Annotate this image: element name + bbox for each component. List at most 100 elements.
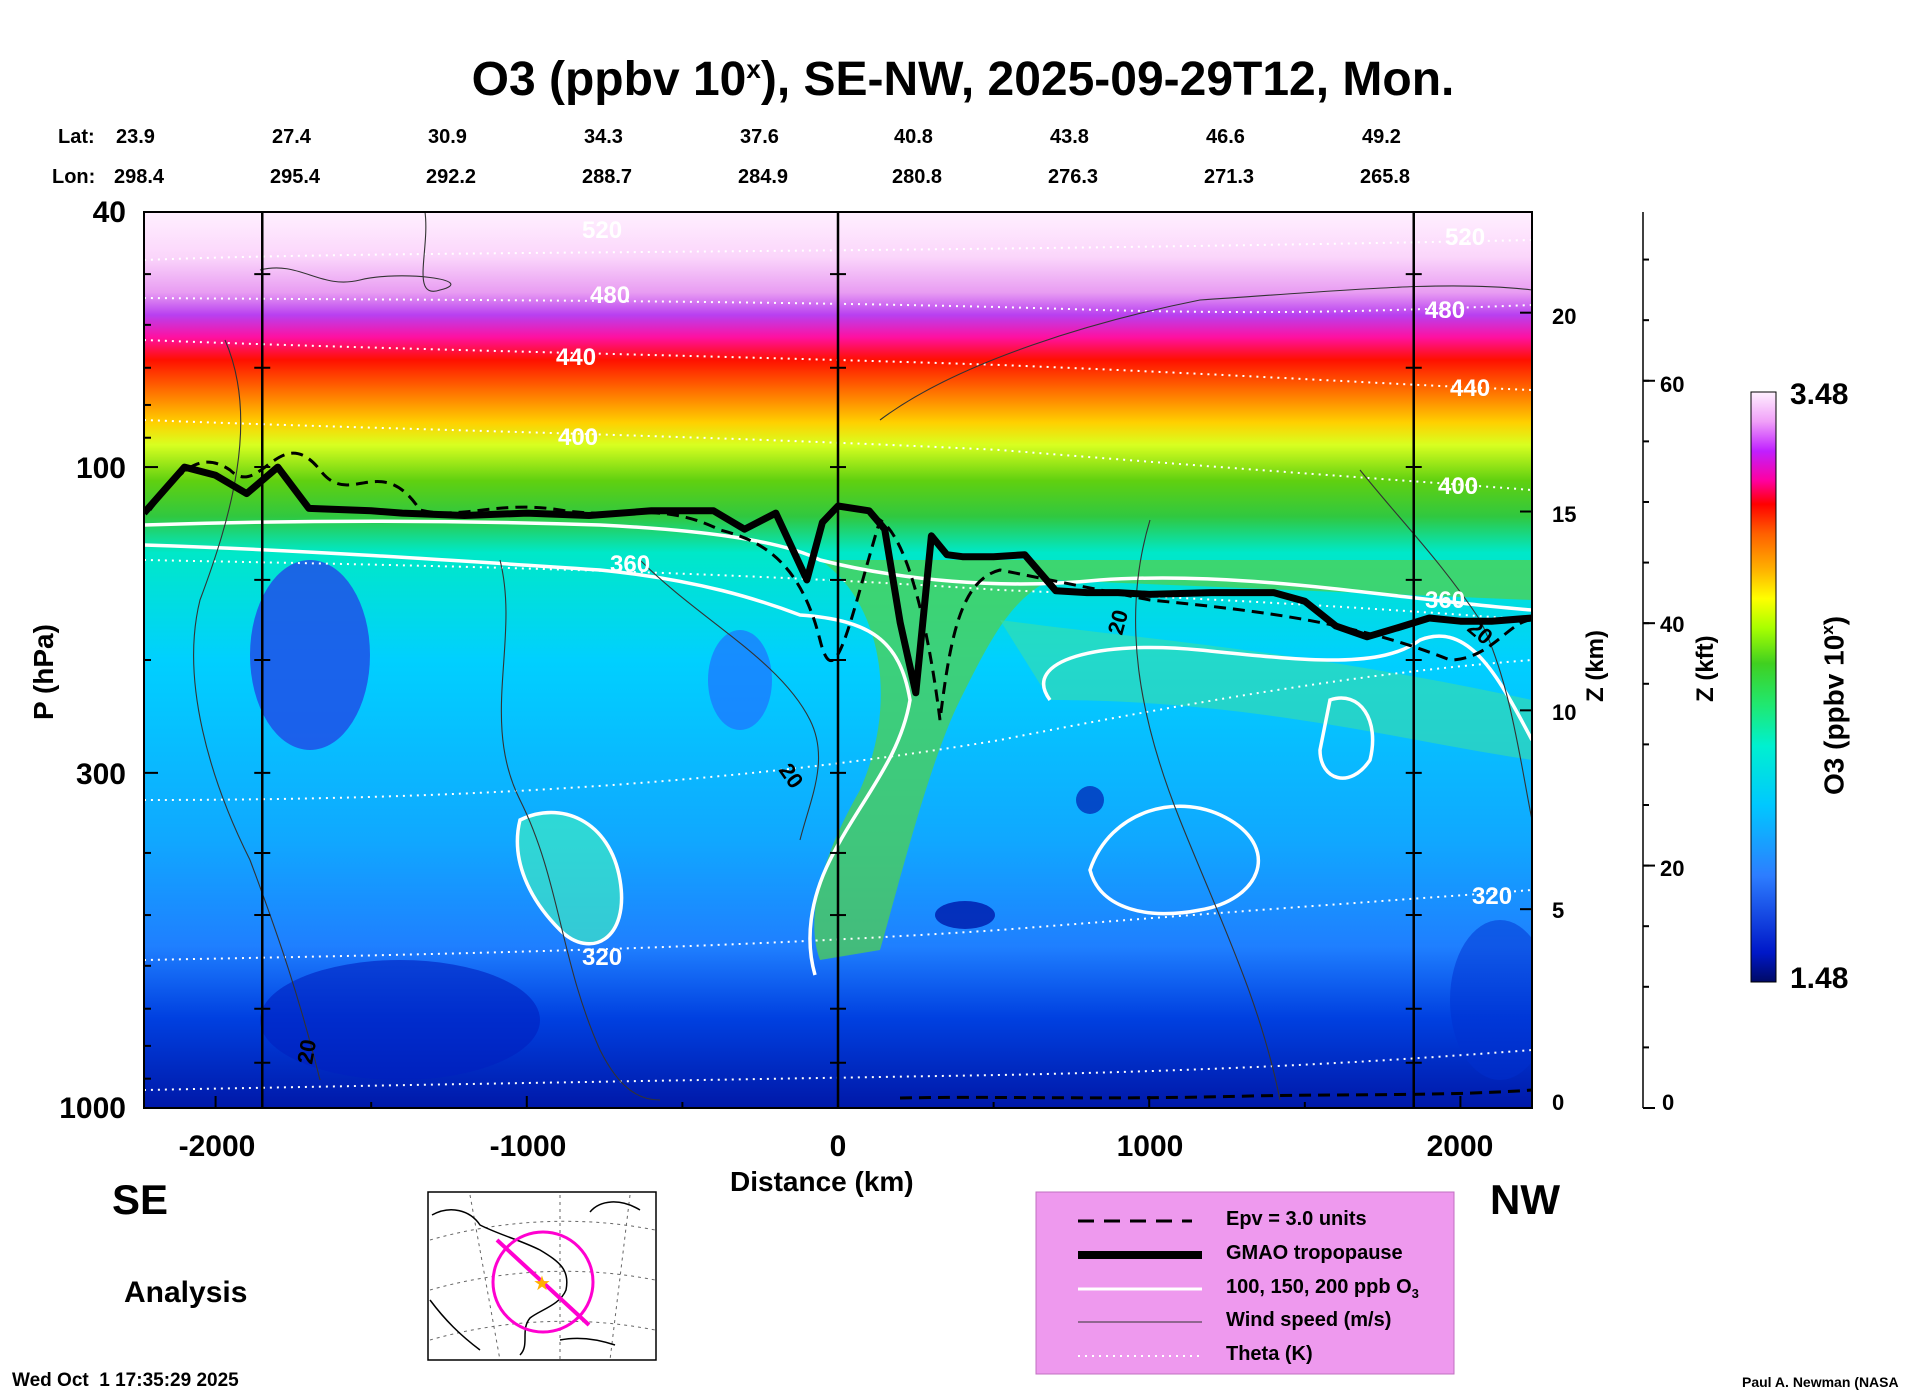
lon-value: 265.8 [1360,166,1411,188]
legend-o3-contours: 100, 150, 200 ppb O3 [1226,1276,1419,1301]
theta-label-520b: 520 [1445,224,1485,251]
lat-value: 23.9 [116,126,155,148]
lon-value: 284.9 [738,166,789,188]
wind-line-5 [879,285,1532,421]
o3-mid-patch [1000,620,1532,760]
direction-nw: NW [1490,1176,1560,1223]
theta-label-320b: 320 [1472,883,1512,910]
zkft-tick-60: 60 [1660,372,1685,397]
legend-theta: Theta (K) [1226,1343,1313,1365]
inset-map-track [495,1238,591,1327]
theta-label-480b: 480 [1425,297,1465,324]
lon-value: 271.3 [1204,166,1255,188]
legend-tropopause: GMAO tropopause [1226,1242,1403,1264]
theta-labels: 520 520 480 480 440 440 400 400 360 360 … [556,217,1512,971]
lon-label: Lon: [52,166,96,188]
theta-line-300 [144,1049,1532,1091]
o3-low-patch-1 [250,560,370,750]
lat-value: 46.6 [1206,126,1245,148]
theta-label-320: 320 [582,944,622,971]
theta-label-440b: 440 [1450,375,1490,402]
x-axis-title: Distance (km) [730,1166,914,1197]
theta-label-400: 400 [558,424,598,451]
p-tick-300: 300 [75,758,126,791]
lon-value: 288.7 [582,166,633,188]
theta-label-360: 360 [610,551,650,578]
zkft-axis-title: Z (kft) [1692,635,1719,702]
lat-value: 30.9 [428,126,467,148]
theta-label-480: 480 [590,282,630,309]
o3-contour-150 [144,543,912,976]
zkm-tick-20: 20 [1552,304,1577,329]
o3-contour-100b [1088,804,1260,916]
theta-label-440: 440 [556,344,596,371]
legend-o3-sub: 3 [1411,1286,1419,1301]
inset-map-circle [491,1230,595,1334]
zkm-tick-5: 5 [1552,898,1565,923]
zkm-tick-10: 10 [1552,700,1577,725]
colorbar-title-main: O3 (ppbv 10 [1818,634,1850,795]
lat-label: Lat: [58,126,95,148]
title-rest: ), SE-NW, 2025-09-29T12, Mon. [760,53,1455,106]
timestamp: Wed Oct 1 17:35:29 2025 [12,1370,239,1391]
legend-swatches [1078,1219,1202,1357]
lat-value: 40.8 [894,126,933,148]
o3-green-intrusion [814,560,1532,960]
colorbar-title-end: ) [1818,615,1850,626]
axis-ticks [144,211,1655,1109]
epv-line [148,451,1532,721]
colorbar-title: O3 (ppbv 10x) [1818,616,1850,795]
lat-value: 27.4 [272,126,311,148]
p-tick-100: 100 [75,452,126,485]
chart-title: O3 (ppbv 10x), SE-NW, 2025-09-29T12, Mon… [0,52,1926,107]
colorbar-min: 1.48 [1790,962,1849,995]
lon-value: 298.4 [114,166,165,188]
theta-label-520: 520 [582,217,622,244]
wind-line-1 [259,212,452,292]
lat-value: 43.8 [1050,126,1089,148]
o3-low-patch-4 [1076,786,1104,814]
theta-line-360 [144,559,1532,621]
x-tick-2000: 2000 [1426,1130,1494,1163]
p-tick-1000: 1000 [59,1092,126,1125]
o3-low-patch-2 [708,630,772,730]
zkft-tick-40: 40 [1660,612,1685,637]
theta-line-400 [144,419,1532,491]
lat-value: 49.2 [1362,126,1401,148]
zkm-axis-title: Z (km) [1582,630,1609,702]
wind-line-4 [639,559,820,841]
x-tick-0: 0 [829,1130,847,1163]
zkft-tick-20: 20 [1660,856,1685,881]
o3-contour-100a [515,810,624,946]
wind-line-3 [499,559,661,1101]
legend-o3-label: 100, 150, 200 ppb O [1226,1276,1412,1298]
credit: Paul A. Newman (NASA [1742,1374,1899,1390]
lon-value: 292.2 [426,166,477,188]
direction-se: SE [112,1176,169,1223]
title-sup: x [746,54,761,84]
lon-value: 280.8 [892,166,943,188]
lat-value: 37.6 [740,126,779,148]
o3-low-patch-3 [935,901,995,929]
analysis-label: Analysis [124,1276,248,1309]
o3-low-patch-6 [1450,920,1532,1080]
wind-label-2: 20 [292,1037,321,1065]
zkft-tick-0: 0 [1662,1090,1675,1115]
gmao-tropopause-line [144,463,1532,697]
title-main: O3 (ppbv 10 [471,53,747,106]
p-tick-40: 40 [92,196,126,229]
x-tick-1000: 1000 [1116,1130,1184,1163]
o3-contour-100c [1318,696,1375,780]
zkm-tick-15: 15 [1552,502,1577,527]
colorbar-title-sup: x [1818,625,1837,635]
epv-line-surface [899,1088,1532,1100]
x-tick-neg1000: -1000 [489,1130,567,1163]
colorbar-max: 3.48 [1790,378,1849,411]
theta-label-360b: 360 [1425,587,1465,614]
lon-value: 276.3 [1048,166,1099,188]
y-axis-title: P (hPa) [28,624,59,720]
wind-line-2 [193,339,321,1081]
inset-map-coastlines [429,1201,641,1356]
wind-line-6 [1135,519,1281,1101]
